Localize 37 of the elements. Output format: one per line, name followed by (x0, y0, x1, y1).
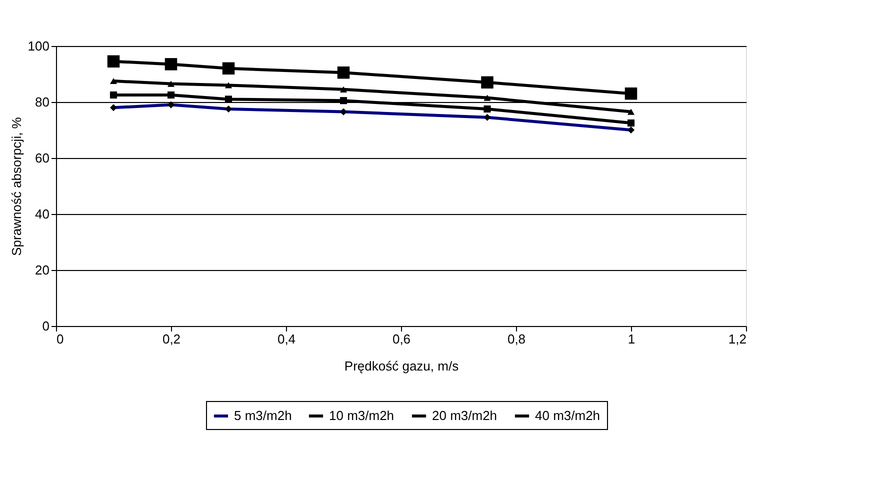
y-axis-title: Sprawność absorpcji, % (8, 116, 24, 256)
y-tick-label: 60 (35, 150, 50, 166)
x-tick-label: 1,2 (728, 332, 746, 346)
point (340, 97, 348, 104)
x-tick-label: 0,6 (392, 332, 411, 346)
point (164, 58, 178, 70)
point (624, 87, 638, 100)
point (222, 62, 235, 75)
legend-label: 40 m3/m2h (535, 408, 600, 423)
point (340, 86, 348, 92)
point (110, 91, 118, 99)
point (337, 66, 350, 79)
point (224, 82, 232, 88)
legend-label: 10 m3/m2h (329, 408, 394, 423)
legend-label: 5 m3/m2h (234, 408, 292, 423)
point (224, 96, 232, 103)
y-tick-label: 40 (35, 206, 50, 222)
point (484, 105, 491, 113)
y-tick-label: 20 (35, 262, 50, 278)
legend-label: 20 m3/m2h (432, 408, 498, 423)
x-tick-label: 0,2 (162, 332, 181, 346)
point (167, 91, 175, 99)
point (627, 119, 635, 127)
x-tick-label: 1 (628, 332, 636, 346)
x-tick-label: 0 (56, 332, 64, 346)
y-tick-label: 0 (42, 318, 50, 334)
point (484, 94, 491, 101)
x-tick-label: 0,8 (507, 332, 526, 346)
y-tick-label: 80 (35, 94, 50, 110)
point (481, 76, 494, 89)
point (627, 108, 635, 115)
point (167, 80, 175, 87)
point (107, 55, 120, 68)
point (110, 78, 118, 84)
y-tick-label: 100 (28, 38, 50, 54)
x-axis-title: Prędkość gazu, m/s (344, 358, 460, 374)
x-tick-label: 0,4 (277, 332, 296, 346)
